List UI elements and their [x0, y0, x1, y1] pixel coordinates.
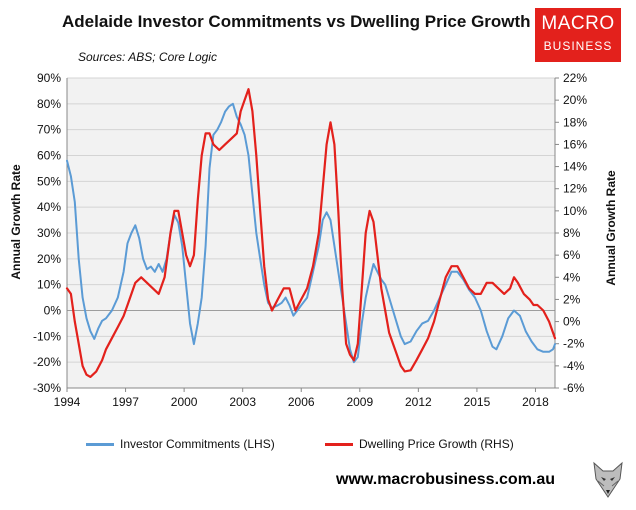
y-right-tick-label: 18% — [563, 115, 587, 129]
y-right-tick-label: 14% — [563, 160, 587, 174]
y-left-tick-label: 30% — [37, 226, 61, 240]
y-axis-left-label: Annual Growth Rate — [9, 164, 23, 280]
chart-title: Adelaide Investor Commitments vs Dwellin… — [62, 12, 531, 31]
x-tick-label: 1994 — [54, 395, 81, 409]
y-right-tick-label: 22% — [563, 71, 587, 85]
y-left-tick-label: -10% — [33, 329, 61, 343]
y-right-tick-label: 12% — [563, 182, 587, 196]
y-left-tick-label: 70% — [37, 123, 61, 137]
y-right-tick-label: -2% — [563, 337, 585, 351]
legend-label-investor: Investor Commitments (LHS) — [120, 437, 275, 451]
series-line-dwelling-price-growth — [65, 88, 557, 378]
y-left-tick-label: 60% — [37, 149, 61, 163]
y-left-tick-label: -20% — [33, 355, 61, 369]
x-tick-label: 2009 — [346, 395, 373, 409]
y-axis-right-label: Annual Growth Rate — [604, 170, 618, 286]
source-note: Sources: ABS; Core Logic — [78, 50, 217, 64]
y-right-tick-label: -4% — [563, 359, 585, 373]
y-right-tick-label: 2% — [563, 292, 581, 306]
y-right-tick-label: 16% — [563, 137, 587, 151]
x-tick-label: 2003 — [229, 395, 256, 409]
logo-line-1: MACRO — [541, 13, 615, 34]
y-left-tick-label: 40% — [37, 200, 61, 214]
legend-item-investor: Investor Commitments (LHS) — [86, 437, 275, 451]
x-tick-label: 2006 — [288, 395, 315, 409]
series-line-investor-commitments — [66, 102, 556, 364]
y-left-tick-label: 80% — [37, 97, 61, 111]
x-tick-label: 2015 — [464, 395, 491, 409]
macrobusiness-logo: MACRO BUSINESS — [535, 8, 621, 62]
y-right-tick-label: 8% — [563, 226, 581, 240]
fox-logo-icon — [593, 461, 623, 498]
x-tick-label: 2000 — [171, 395, 198, 409]
y-left-tick-label: 90% — [37, 71, 61, 85]
x-tick-label: 2012 — [405, 395, 432, 409]
x-tick-label: 1997 — [112, 395, 139, 409]
x-tick-label: 2018 — [522, 395, 549, 409]
y-right-tick-label: 20% — [563, 93, 587, 107]
y-right-tick-label: 4% — [563, 270, 581, 284]
y-left-tick-label: 20% — [37, 252, 61, 266]
y-right-tick-label: 10% — [563, 204, 587, 218]
y-right-tick-label: -6% — [563, 381, 585, 395]
y-left-tick-label: 0% — [44, 304, 62, 318]
y-left-tick-label: -30% — [33, 381, 61, 395]
legend-swatch-dwelling — [325, 443, 353, 447]
logo-line-2: BUSINESS — [543, 39, 613, 53]
y-right-tick-label: 6% — [563, 248, 581, 262]
y-right-tick-label: 0% — [563, 315, 581, 329]
legend-swatch-investor — [86, 443, 114, 447]
y-left-tick-label: 10% — [37, 278, 61, 292]
legend-item-dwelling: Dwelling Price Growth (RHS) — [325, 437, 514, 451]
website-url: www.macrobusiness.com.au — [336, 471, 556, 488]
legend-label-dwelling: Dwelling Price Growth (RHS) — [359, 437, 514, 451]
y-left-tick-label: 50% — [37, 174, 61, 188]
